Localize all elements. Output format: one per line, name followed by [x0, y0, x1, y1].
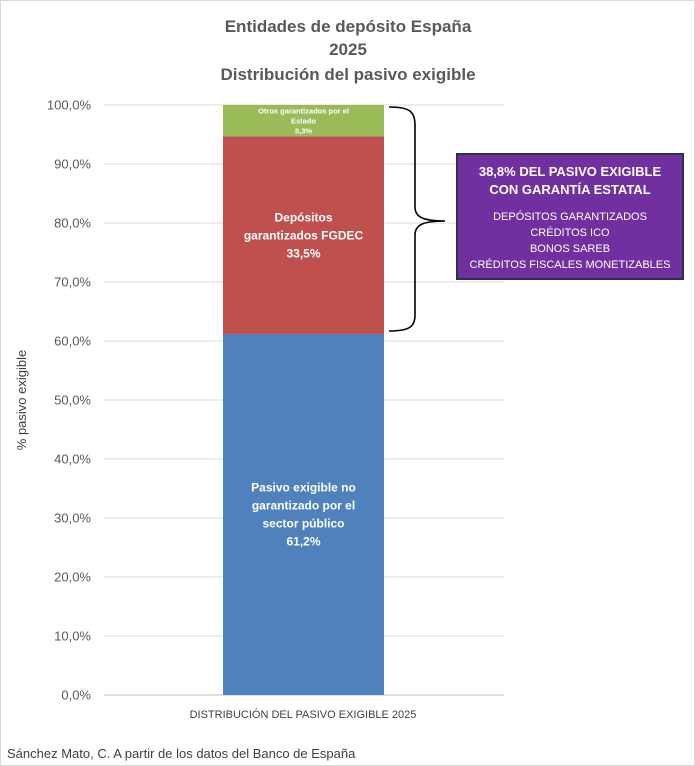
y-tick-label: 30,0% [54, 511, 91, 526]
x-category-label: DISTRIBUCIÓN DEL PASIVO EXIGIBLE 2025 [190, 708, 417, 721]
y-tick-label: 60,0% [54, 334, 91, 349]
y-tick-label: 70,0% [54, 275, 91, 290]
bar-segment-no_garantizado [223, 333, 384, 695]
guarantee-callout-box: 38,8% DEL PASIVO EXIGIBLE CON GARANTÍA E… [456, 153, 684, 280]
callout-item: CRÉDITOS FISCALES MONETIZABLES [469, 259, 671, 271]
bar-segment-estado [223, 105, 384, 137]
segment-label-fgdec: garantizados FGDEC [244, 228, 364, 242]
chart-title-line-2: 2025 [329, 40, 367, 59]
chart-title-group: Entidades de depósito España 2025 Distri… [220, 17, 475, 84]
y-axis-label: % pasivo exigible [14, 350, 29, 450]
segment-label-no_garantizado: Pasivo exigible no [251, 481, 356, 495]
source-note: Sánchez Mato, C. A partir de los datos d… [7, 746, 356, 761]
chart-title-line-3: Distribución del pasivo exigible [220, 65, 475, 84]
callout-heading-line-1: 38,8% DEL PASIVO EXIGIBLE [478, 164, 662, 179]
segment-label-no_garantizado: 61,2% [286, 535, 320, 549]
callout-item: CRÉDITOS ICO [530, 227, 610, 239]
bar-segment-fgdec [223, 136, 384, 334]
segment-labels: Pasivo exigible no garantizado por el sect… [244, 106, 364, 548]
segment-label-estado: Estado [291, 116, 316, 125]
y-tick-label: 90,0% [54, 157, 91, 172]
callout-heading-line-2: CON GARANTÍA ESTATAL [489, 182, 651, 197]
segment-label-estado: 5,3% [295, 126, 312, 135]
y-tick-label: 10,0% [54, 629, 91, 644]
segment-label-fgdec: 33,5% [286, 246, 320, 260]
callout-item: BONOS SAREB [529, 243, 611, 255]
y-tick-label: 80,0% [54, 216, 91, 231]
segment-label-no_garantizado: garantizado por el [252, 499, 355, 513]
segment-label-estado: Otros garantizados por el [258, 106, 349, 115]
segment-label-no_garantizado: sector público [262, 517, 344, 531]
callout-items: DEPÓSITOS GARANTIZADOS CRÉDITOS ICO BONO… [458, 209, 682, 273]
y-tick-label: 50,0% [54, 393, 91, 408]
bar-segments [223, 105, 384, 695]
y-tick-label: 40,0% [54, 452, 91, 467]
chart-title-line-1: Entidades de depósito España [225, 17, 472, 36]
curly-brace [388, 106, 446, 332]
y-tick-label: 0,0% [61, 688, 91, 703]
y-axis-tick-labels: 0,0% 10,0% 20,0% 30,0% 40,0% 50,0% 60,0% 70,0% 8… [47, 98, 92, 703]
callout-item: DEPÓSITOS GARANTIZADOS [493, 211, 647, 223]
y-tick-label: 100,0% [47, 98, 92, 113]
y-tick-label: 20,0% [54, 570, 91, 585]
callout-heading: 38,8% DEL PASIVO EXIGIBLE CON GARANTÍA E… [458, 163, 682, 199]
segment-label-fgdec: Depósitos [274, 210, 332, 224]
